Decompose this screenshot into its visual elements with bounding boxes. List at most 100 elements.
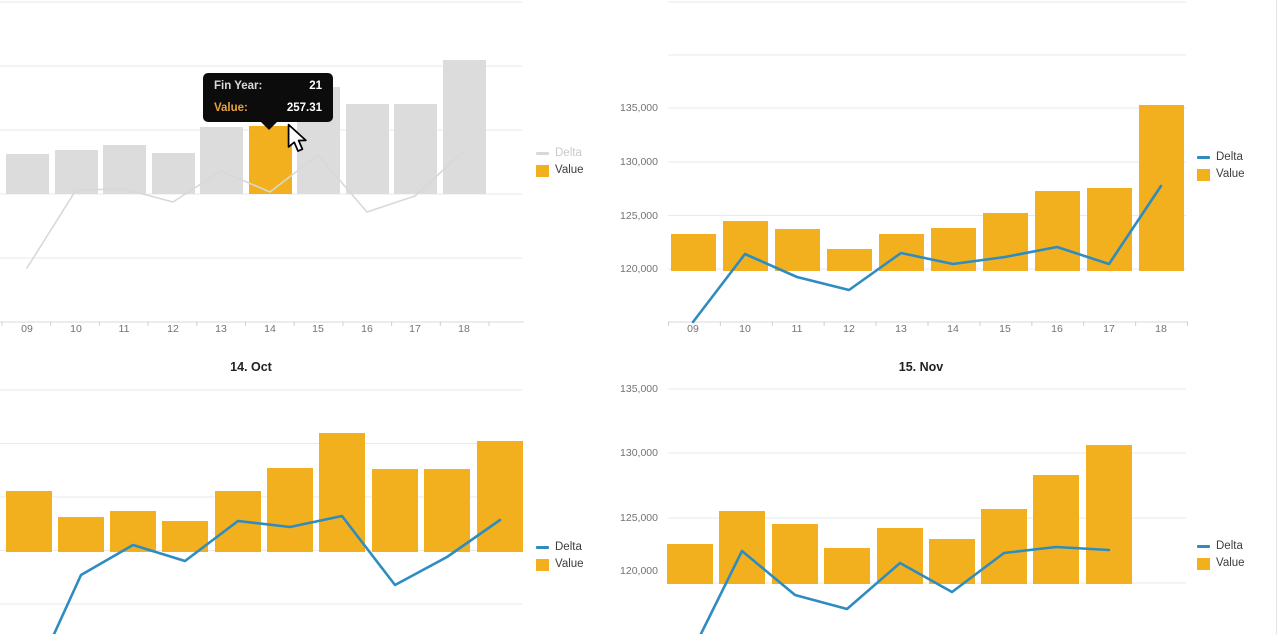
value-bar[interactable]: [671, 234, 716, 271]
x-axis-label: 11: [118, 323, 130, 335]
legend-value-label: Value: [555, 558, 584, 570]
value-bar[interactable]: [6, 154, 49, 194]
value-bar[interactable]: [1033, 475, 1079, 584]
tooltip-value-value: 257.31: [286, 102, 322, 114]
right-edge-divider: [1276, 0, 1277, 634]
tooltip-value-label: Value:: [214, 102, 248, 114]
value-bar[interactable]: [394, 104, 437, 194]
legend-item-value[interactable]: Value: [1197, 168, 1245, 181]
delta-line: [699, 545, 1111, 634]
legend-item-value[interactable]: Value: [1197, 557, 1245, 570]
pane-title: 14. Oct: [230, 360, 272, 374]
legend-delta-label: Delta: [555, 541, 582, 553]
value-bar[interactable]: [1139, 105, 1184, 271]
x-axis-label: 13: [215, 323, 227, 335]
value-bar[interactable]: [1035, 191, 1080, 271]
legend: Delta Value: [536, 541, 584, 571]
tooltip: Fin Year: 21 Value: 257.31: [203, 73, 333, 130]
value-bar[interactable]: [6, 491, 52, 552]
x-axis-label: 17: [1103, 323, 1115, 335]
value-bar[interactable]: [55, 150, 98, 194]
x-axis-label: 16: [361, 323, 373, 335]
x-axis-label: 10: [739, 323, 751, 335]
value-bar[interactable]: [983, 213, 1028, 271]
tooltip-fin-year-value: 21: [309, 80, 322, 92]
delta-line-swatch-icon: [1197, 156, 1210, 159]
pane-title: 15. Nov: [898, 360, 944, 374]
y-axis-label: 125,000: [620, 209, 658, 222]
x-axis-label: 15: [312, 323, 324, 335]
value-square-swatch-icon: [1197, 168, 1210, 181]
value-bar[interactable]: [152, 153, 195, 194]
y-axis-label: 120,000: [620, 565, 658, 577]
value-bar[interactable]: [372, 469, 418, 552]
delta-line-swatch-icon: [536, 152, 549, 155]
value-bar[interactable]: [1086, 445, 1132, 584]
value-bar[interactable]: [249, 126, 292, 194]
legend-item-value[interactable]: Value: [536, 558, 584, 571]
legend-item-delta[interactable]: Delta: [1197, 540, 1245, 553]
value-bar[interactable]: [775, 229, 820, 271]
legend: Delta Value: [1197, 151, 1245, 181]
x-axis-label: 13: [895, 323, 907, 335]
x-axis-label: 14: [947, 323, 959, 335]
legend-value-label: Value: [555, 164, 584, 176]
y-axis-label: 135,000: [620, 102, 658, 114]
legend: Delta Value: [536, 147, 584, 177]
value-bar[interactable]: [1087, 188, 1132, 271]
tooltip-fin-year-label: Fin Year:: [214, 80, 263, 92]
x-axis-label: 12: [843, 323, 855, 335]
legend-delta-label: Delta: [1216, 151, 1243, 163]
value-bar[interactable]: [200, 127, 243, 194]
legend-delta-label: Delta: [555, 147, 582, 159]
x-axis-label: 10: [70, 323, 82, 335]
legend-item-value[interactable]: Value: [536, 164, 584, 177]
x-axis-label: 12: [167, 323, 179, 335]
value-bar[interactable]: [827, 249, 872, 271]
x-axis-label: 17: [409, 323, 421, 335]
y-axis-label: 125,000: [620, 512, 658, 524]
x-axis-label: 18: [458, 323, 470, 335]
value-bar[interactable]: [772, 524, 818, 584]
tooltip-caret: [261, 122, 277, 130]
y-axis-label: 120,000: [620, 263, 658, 275]
value-bar[interactable]: [981, 509, 1027, 584]
value-bar[interactable]: [443, 60, 486, 194]
value-bar[interactable]: [103, 145, 146, 194]
value-bar[interactable]: [929, 539, 975, 584]
x-axis-label: 16: [1051, 323, 1063, 335]
value-bar[interactable]: [346, 104, 389, 194]
legend-value-label: Value: [1216, 168, 1245, 180]
y-axis-label: 130,000: [620, 156, 658, 168]
x-axis-label: 11: [791, 323, 803, 335]
legend-delta-label: Delta: [1216, 540, 1243, 552]
value-bar[interactable]: [477, 441, 523, 552]
value-bar[interactable]: [824, 548, 870, 584]
value-bar[interactable]: [719, 511, 765, 584]
legend: Delta Value: [1197, 540, 1245, 570]
delta-line-swatch-icon: [1197, 545, 1210, 548]
y-axis-label: 130,000: [620, 447, 658, 459]
value-bar[interactable]: [723, 221, 768, 271]
value-bar[interactable]: [162, 521, 208, 552]
delta-line: [26, 150, 465, 269]
delta-line-swatch-icon: [536, 546, 549, 549]
value-bar[interactable]: [58, 517, 104, 552]
value-bar[interactable]: [267, 468, 313, 552]
x-axis-label: 18: [1155, 323, 1167, 335]
legend-item-delta[interactable]: Delta: [1197, 151, 1245, 164]
x-axis-label: 09: [21, 323, 33, 335]
delta-line: [691, 184, 1163, 324]
value-square-swatch-icon: [536, 558, 549, 571]
legend-item-delta[interactable]: Delta: [536, 541, 584, 554]
tooltip-row-fin-year: Fin Year: 21: [214, 80, 322, 93]
value-bar[interactable]: [667, 544, 713, 584]
value-bar[interactable]: [319, 433, 365, 552]
x-axis-label: 15: [999, 323, 1011, 335]
value-bar[interactable]: [424, 469, 470, 552]
tooltip-row-value: Value: 257.31: [214, 102, 322, 115]
legend-item-delta[interactable]: Delta: [536, 147, 584, 160]
legend-value-label: Value: [1216, 557, 1245, 569]
mouse-cursor-icon: [287, 123, 307, 152]
